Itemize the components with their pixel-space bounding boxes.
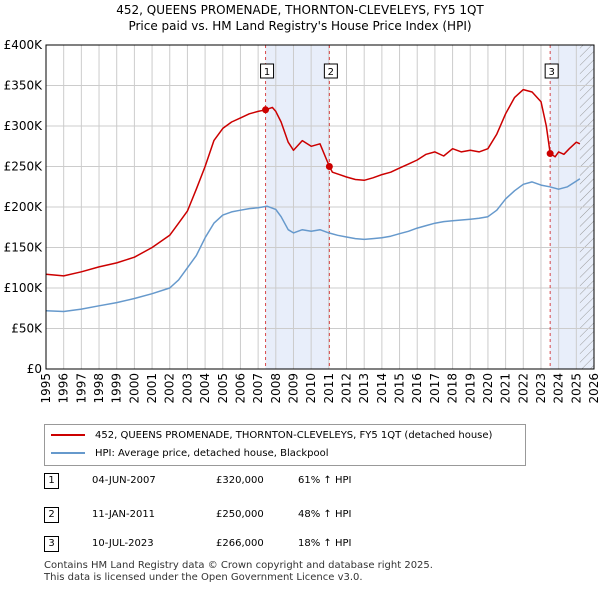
x-tick-label: 1995 [39, 373, 53, 404]
sale-hpi-diff: 48% ↑ HPI [298, 509, 352, 520]
sale-point [262, 106, 270, 114]
legend-item-hpi: HPI: Average price, detached house, Blac… [51, 446, 329, 462]
sale-number: 1 [44, 473, 59, 489]
sale-date: 11-JAN-2011 [92, 509, 156, 520]
legend: 452, QUEENS PROMENADE, THORNTON-CLEVELEY… [44, 424, 526, 466]
y-tick-label: £400K [4, 38, 44, 52]
x-tick-label: 2016 [410, 373, 424, 404]
x-tick-label: 1997 [74, 373, 88, 404]
x-tick-label: 2017 [428, 373, 442, 404]
plot-frame [45, 44, 595, 370]
y-tick-label: £350K [4, 79, 44, 93]
sale-label-box [544, 63, 559, 79]
sale-row: 3 10-JUL-2023 £266,000 18% ↑ HPI [0, 536, 600, 556]
y-tick-label: £50K [11, 322, 43, 336]
chart-subtitle: Price paid vs. HM Land Registry's House … [128, 19, 472, 33]
sale-price: £250,000 [216, 509, 264, 520]
sale-label-text: 3 [548, 67, 554, 78]
sale-hpi-diff: 61% ↑ HPI [298, 475, 352, 486]
legend-label-property: 452, QUEENS PROMENADE, THORNTON-CLEVELEY… [95, 430, 493, 441]
sale-row: 2 11-JAN-2011 £250,000 48% ↑ HPI [0, 507, 600, 527]
sale-hpi-diff: 18% ↑ HPI [298, 538, 352, 549]
x-tick-label: 2003 [180, 373, 194, 404]
sale-point [325, 163, 333, 170]
y-tick-label: £200K [4, 200, 44, 214]
x-tick-label: 2012 [340, 373, 354, 404]
series-line-property [45, 88, 581, 277]
legend-label-hpi: HPI: Average price, detached house, Blac… [95, 448, 329, 459]
legend-swatch-hpi [51, 452, 85, 454]
sale-number: 2 [44, 507, 59, 523]
x-tick-label: 1996 [57, 373, 71, 404]
sale-row: 1 04-JUN-2007 £320,000 61% ↑ HPI [0, 473, 600, 493]
x-tick-label: 1999 [110, 373, 124, 404]
sale-label-box [260, 63, 275, 79]
legend-item-property: 452, QUEENS PROMENADE, THORNTON-CLEVELEY… [51, 428, 492, 444]
chart-title: 452, QUEENS PROMENADE, THORNTON-CLEVELEY… [116, 3, 484, 17]
footer-license: This data is licensed under the Open Gov… [44, 572, 363, 583]
sale-date: 10-JUL-2023 [92, 538, 154, 549]
price-chart: 1 2 3 £0 £50K £100K £150K £200K £250K £300K £350K… [4, 38, 600, 404]
x-tick-label: 2021 [499, 373, 513, 404]
x-tick-label: 2014 [375, 373, 389, 404]
x-tick-label: 2005 [216, 373, 230, 404]
x-tick-label: 2010 [304, 373, 318, 404]
x-tick-label: 2011 [322, 373, 336, 404]
legend-swatch-property [51, 434, 85, 436]
x-tick-label: 2008 [269, 373, 283, 404]
x-tick-label: 2013 [357, 373, 371, 404]
x-tick-label: 2007 [251, 373, 265, 404]
x-tick-label: 2000 [127, 373, 141, 404]
x-tick-label: 2019 [463, 373, 477, 404]
x-tick-label: 2024 [552, 373, 566, 404]
x-tick-label: 2018 [446, 373, 460, 404]
x-tick-label: 2009 [286, 373, 300, 404]
footer: Contains HM Land Registry data © Crown c… [44, 560, 433, 584]
x-tick-label: 2026 [587, 373, 600, 404]
sale-point [546, 150, 554, 158]
x-tick-label: 2022 [516, 373, 530, 404]
x-tick-label: 2004 [198, 373, 212, 404]
x-tick-label: 2002 [163, 373, 177, 404]
x-tick-label: 2023 [534, 373, 548, 404]
y-tick-label: £0 [27, 362, 42, 376]
y-tick-label: £100K [4, 281, 44, 295]
x-tick-label: 2006 [233, 373, 247, 404]
sale-price: £320,000 [216, 475, 264, 486]
sale-number: 3 [44, 536, 59, 552]
footer-copyright: Contains HM Land Registry data © Crown c… [44, 560, 433, 571]
series-line-hpi [45, 178, 581, 313]
sale-label-text: 1 [264, 67, 270, 78]
y-tick-label: £250K [4, 160, 44, 174]
x-tick-label: 2015 [393, 373, 407, 404]
sale-date: 04-JUN-2007 [92, 475, 156, 486]
y-tick-label: £300K [4, 119, 44, 133]
x-tick-label: 2001 [145, 373, 159, 404]
sale-label-text: 2 [328, 67, 334, 78]
x-tick-label: 1998 [92, 373, 106, 404]
y-tick-label: £150K [4, 241, 44, 255]
x-tick-label: 2020 [481, 373, 495, 404]
sale-label-box [323, 63, 338, 79]
x-tick-label: 2025 [569, 373, 583, 404]
sale-price: £266,000 [216, 538, 264, 549]
